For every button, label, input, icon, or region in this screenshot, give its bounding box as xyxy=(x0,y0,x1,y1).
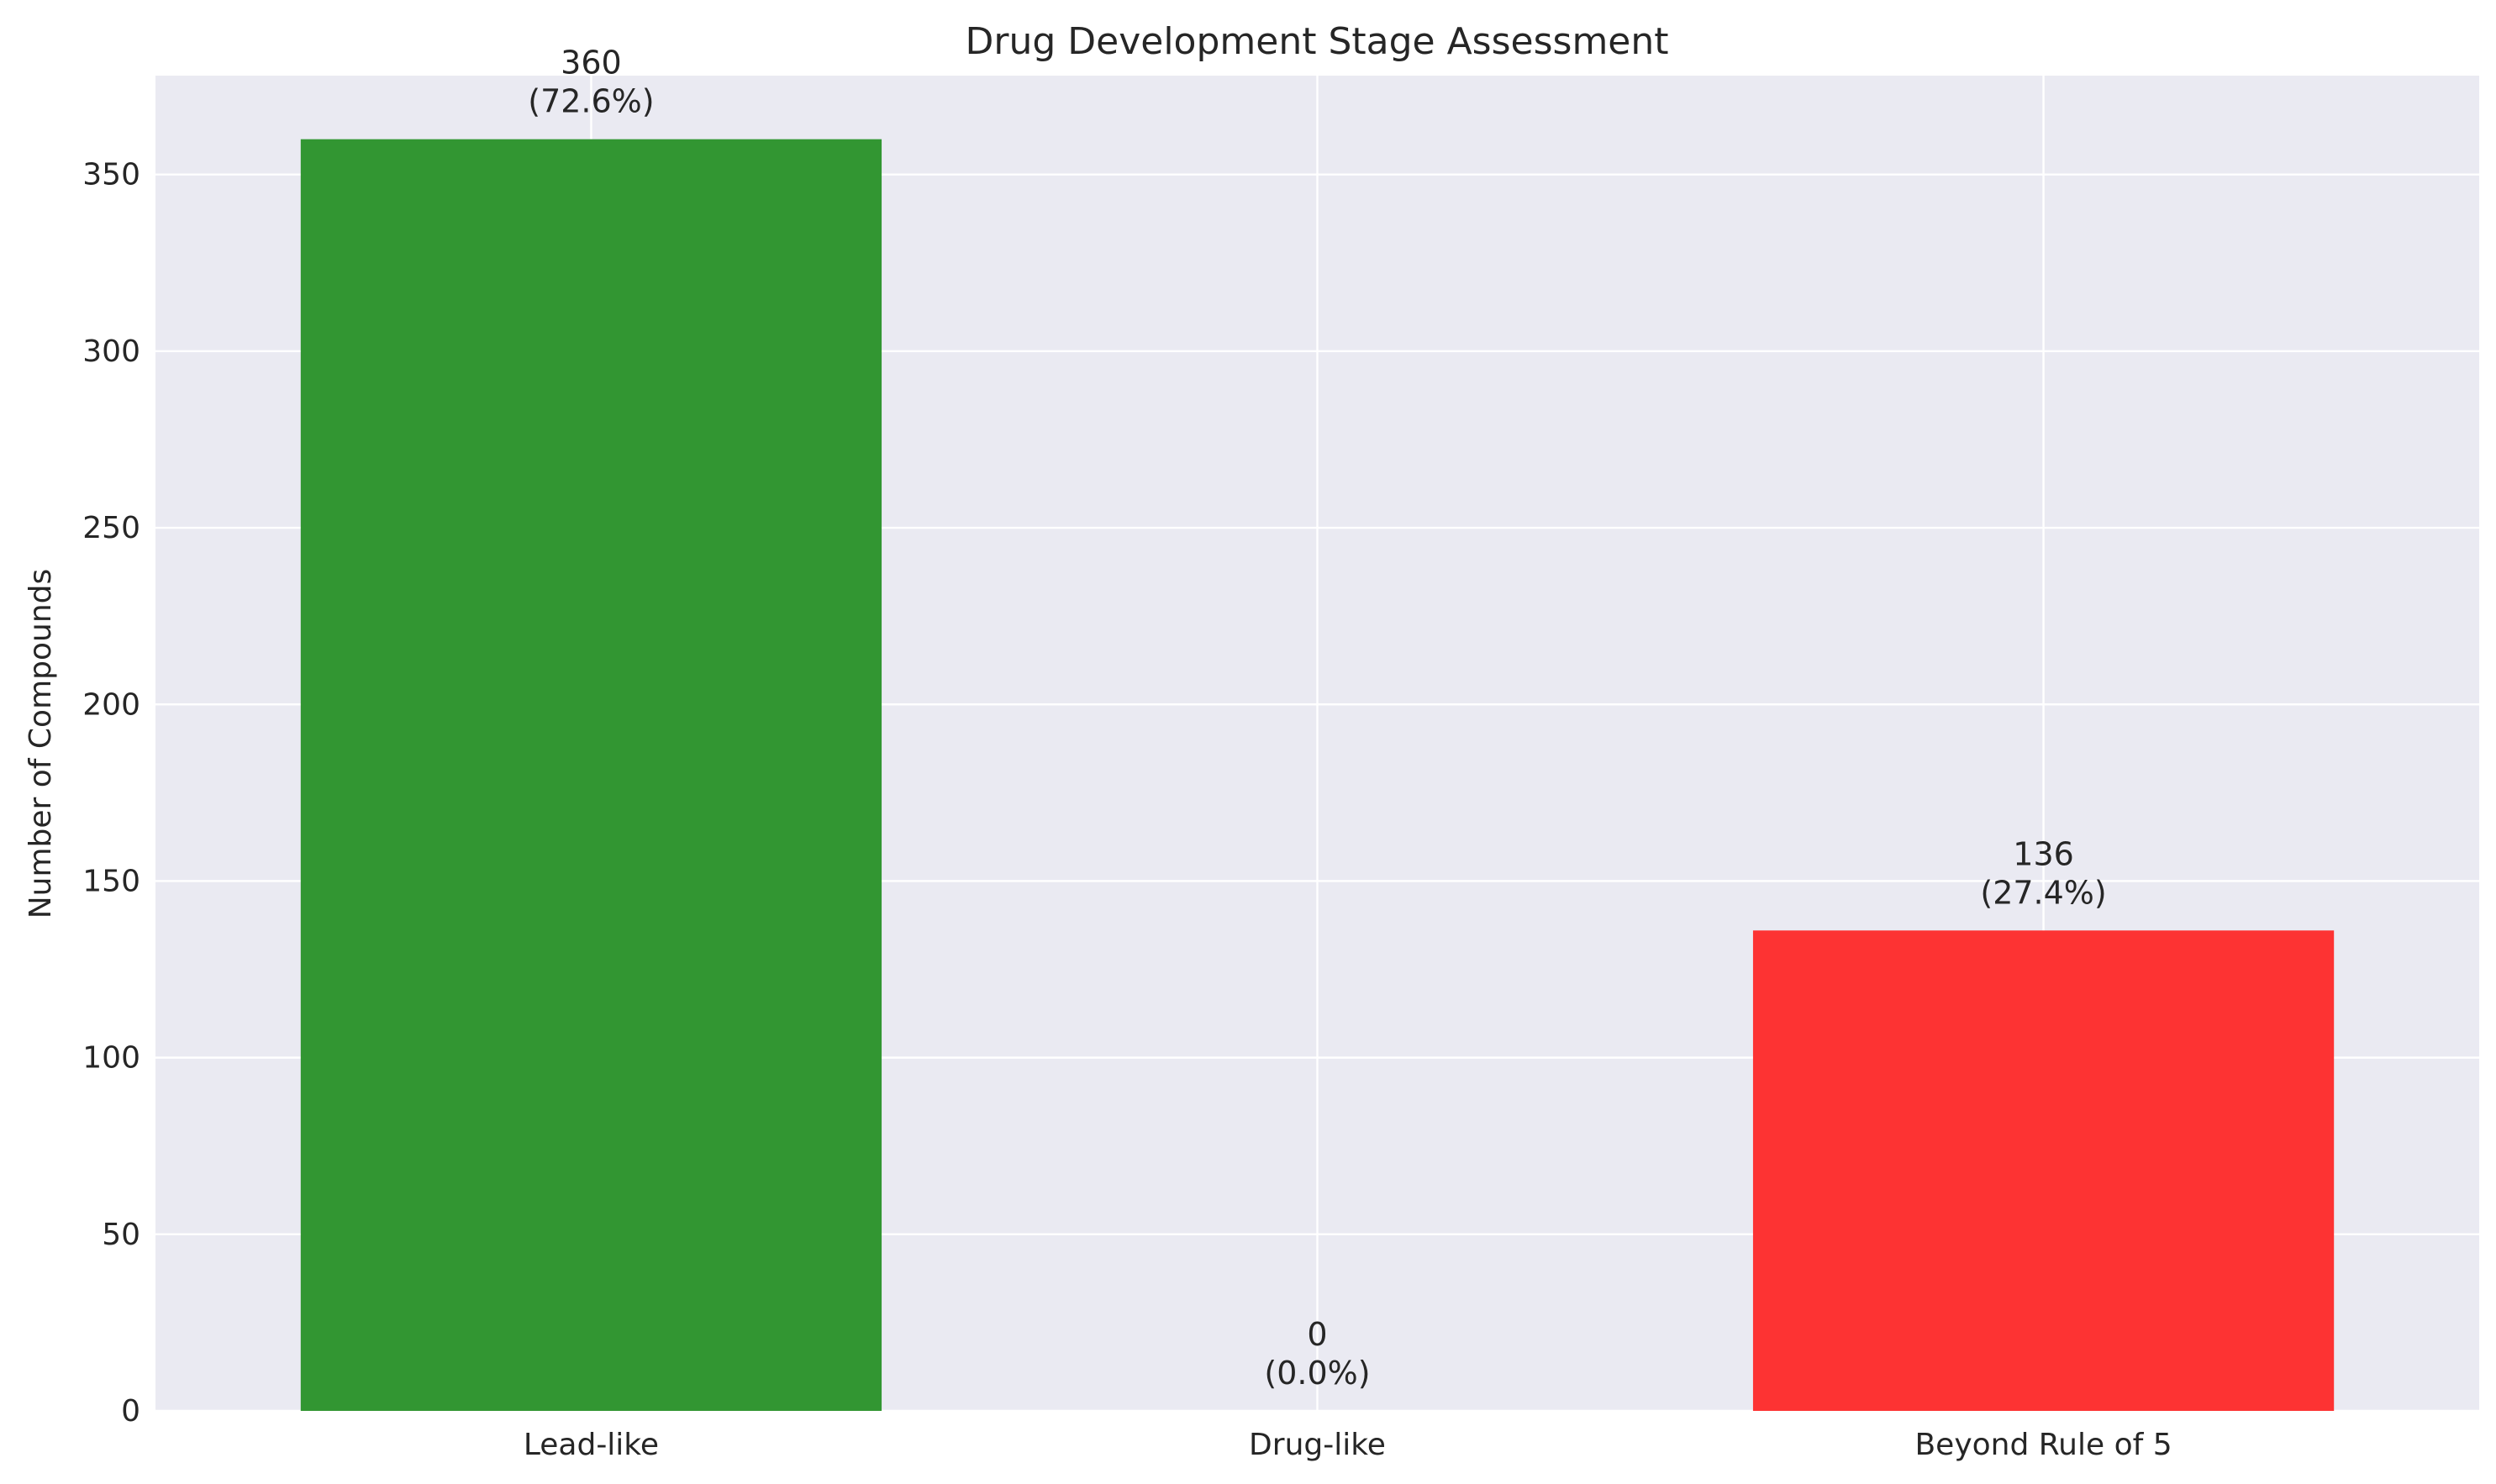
y-tick-label: 100 xyxy=(82,1041,140,1076)
bar-value-label: 136 xyxy=(2013,835,2074,872)
x-tick-label: Drug-like xyxy=(1249,1428,1386,1462)
x-tick-label: Beyond Rule of 5 xyxy=(1914,1428,2172,1462)
y-tick-label: 200 xyxy=(82,687,140,722)
bar-percent-label: (27.4%) xyxy=(1980,874,2106,911)
y-tick-label: 0 xyxy=(121,1394,140,1429)
y-tick-label: 300 xyxy=(82,334,140,369)
bar xyxy=(1752,930,2335,1411)
y-tick-label: 50 xyxy=(102,1218,140,1252)
y-tick-label: 350 xyxy=(82,158,140,192)
x-tick-label: Lead-like xyxy=(524,1428,659,1462)
y-axis-label: Number of Compounds xyxy=(24,569,58,919)
bar-percent-label: (0.0%) xyxy=(1264,1355,1370,1392)
y-tick-label: 150 xyxy=(82,864,140,898)
x-axis-ticks: Lead-like Drug-like Beyond Rule of 5 xyxy=(524,1428,2172,1462)
bars xyxy=(300,139,2335,1412)
chart-title: Drug Development Stage Assessment xyxy=(965,20,1668,63)
bar xyxy=(300,139,882,1412)
bar-percent-label: (72.6%) xyxy=(528,83,654,120)
bar-labels: 360(72.6%) 0(0.0%) 136(27.4%) xyxy=(528,45,2107,1392)
bar-value-label: 0 xyxy=(1307,1316,1327,1353)
y-axis-ticks: 0 50 100 150 200 250 300 350 xyxy=(82,158,140,1429)
bar-value-label: 360 xyxy=(561,45,622,82)
y-tick-label: 250 xyxy=(82,511,140,545)
